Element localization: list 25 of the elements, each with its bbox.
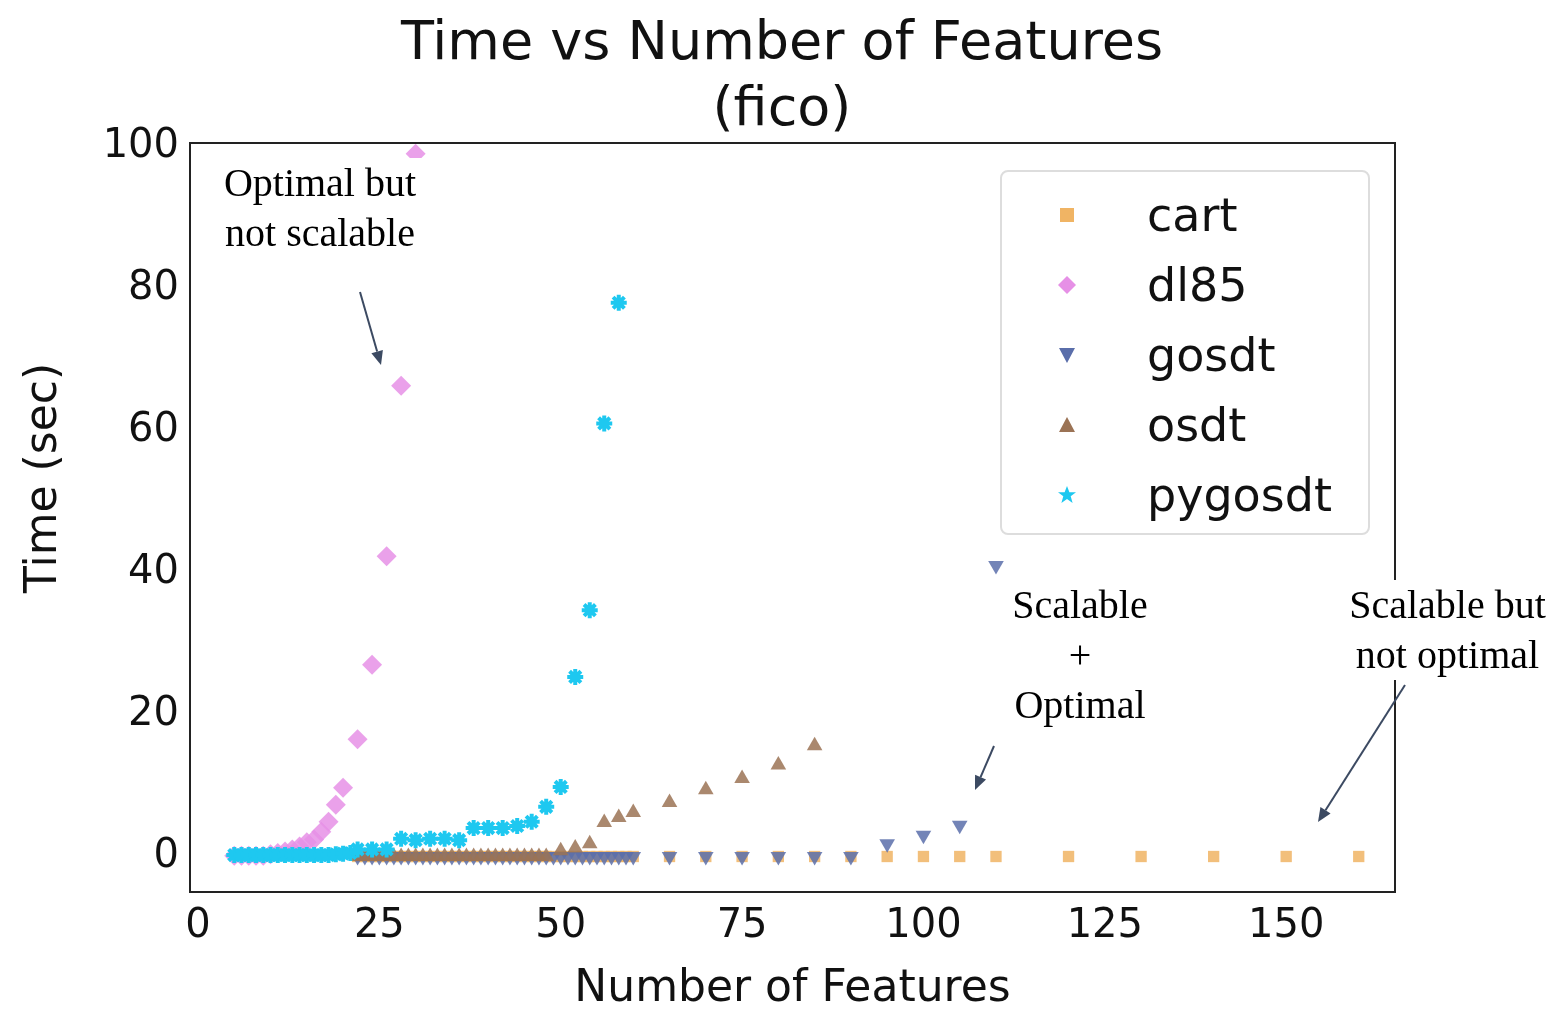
legend-label: pygosdt (1147, 468, 1332, 522)
y-tick-label: 80 (128, 261, 179, 308)
x-tick-label: 125 (1066, 900, 1143, 947)
chart-subtitle: (fico) (712, 75, 852, 138)
x-tick-label: 150 (1248, 900, 1325, 947)
legend-label: gosdt (1147, 328, 1276, 382)
x-tick-label: 75 (716, 900, 768, 947)
y-tick-label: 60 (128, 403, 179, 450)
annotation: Optimal but not scalable (205, 158, 435, 258)
y-tick-label: 20 (128, 687, 179, 734)
y-tick-label: 40 (128, 545, 179, 592)
x-tick-label: 100 (885, 900, 962, 947)
x-tick-label: 0 (185, 900, 211, 947)
x-tick-label: 50 (535, 900, 587, 947)
legend-label: dl85 (1147, 258, 1248, 312)
annotation: Scalable + Optimal (1000, 580, 1160, 730)
chart-title: Time vs Number of Features (399, 8, 1165, 74)
legend-label: osdt (1147, 398, 1247, 452)
y-tick-label: 100 (102, 119, 179, 166)
annotation: Scalable but not optimal (1335, 580, 1560, 680)
x-tick-label: 25 (353, 900, 405, 947)
y-axis-title: Time (sec) (14, 362, 66, 594)
legend-label: cart (1147, 188, 1238, 242)
x-axis-title: Number of Features (573, 960, 1012, 1011)
y-tick-label: 0 (153, 829, 179, 876)
